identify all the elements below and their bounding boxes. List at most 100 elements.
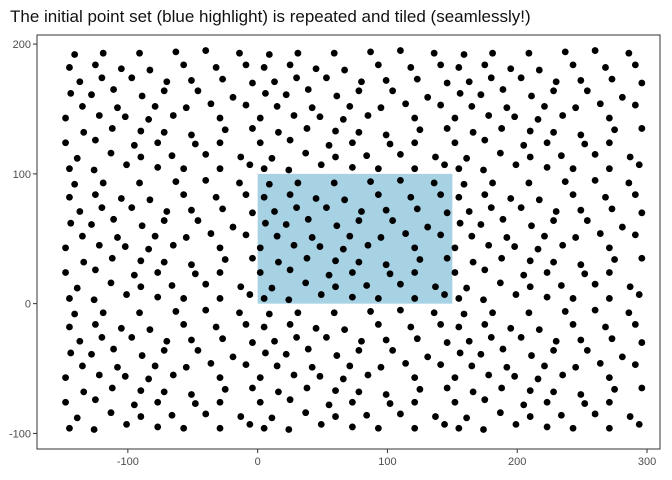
data-point	[602, 323, 609, 331]
data-point	[137, 153, 145, 161]
data-point	[550, 128, 557, 136]
data-point	[169, 371, 177, 379]
data-point	[437, 361, 445, 369]
data-point	[62, 114, 69, 122]
data-point	[468, 362, 476, 370]
data-point	[62, 374, 69, 382]
data-point	[397, 150, 404, 158]
data-point	[160, 346, 168, 354]
data-point	[572, 363, 580, 371]
data-point	[480, 426, 487, 433]
data-point	[543, 398, 551, 406]
data-point	[605, 269, 613, 276]
data-point	[216, 424, 224, 432]
data-point	[481, 61, 489, 69]
data-point	[317, 420, 325, 428]
data-point	[121, 243, 129, 250]
data-point	[348, 293, 356, 301]
data-point	[635, 420, 643, 428]
data-point	[437, 61, 445, 69]
data-point	[256, 139, 264, 147]
data-point	[246, 291, 254, 298]
data-point	[194, 87, 202, 95]
data-point	[618, 353, 626, 361]
data-point	[363, 282, 371, 289]
data-point	[550, 217, 557, 224]
data-point	[114, 104, 121, 112]
data-point	[180, 295, 188, 302]
data-point	[535, 326, 543, 334]
data-point	[635, 161, 643, 169]
data-point	[302, 149, 310, 157]
data-point	[348, 269, 356, 276]
data-point	[534, 115, 542, 123]
data-point	[451, 374, 459, 382]
data-point	[76, 208, 84, 215]
data-point	[317, 161, 325, 169]
data-point	[512, 420, 520, 428]
data-point	[534, 245, 542, 253]
data-point	[469, 388, 477, 396]
data-point	[160, 87, 168, 95]
data-point	[374, 61, 382, 69]
data-point	[481, 266, 489, 274]
data-point	[212, 323, 220, 331]
data-point	[154, 163, 162, 171]
data-point	[432, 283, 439, 291]
data-point	[498, 125, 506, 132]
data-point	[543, 139, 551, 147]
data-point	[499, 345, 507, 353]
data-point	[188, 261, 195, 269]
data-point	[73, 284, 81, 292]
data-point	[285, 296, 293, 304]
data-point	[160, 128, 168, 136]
data-point	[541, 362, 548, 370]
data-point	[62, 244, 69, 252]
data-point	[416, 385, 424, 393]
data-point	[503, 104, 511, 112]
data-point	[95, 371, 103, 379]
data-point	[430, 179, 438, 187]
data-point	[108, 254, 116, 262]
data-point	[212, 64, 220, 71]
data-point	[229, 223, 237, 231]
data-point	[526, 387, 534, 394]
data-point	[605, 295, 613, 302]
data-point	[249, 254, 256, 262]
data-point	[577, 391, 585, 398]
data-point	[626, 283, 634, 291]
data-point	[249, 125, 256, 132]
data-point	[397, 176, 404, 184]
data-point	[302, 279, 310, 287]
data-point	[332, 127, 339, 135]
data-point	[355, 87, 363, 95]
data-point	[130, 401, 138, 409]
data-point	[468, 102, 476, 110]
data-point	[569, 61, 577, 69]
data-point	[355, 217, 363, 224]
data-point	[136, 309, 143, 317]
data-point	[188, 206, 195, 214]
data-point	[219, 205, 227, 213]
data-point	[386, 400, 394, 407]
data-point	[154, 293, 162, 301]
data-point	[463, 154, 471, 162]
data-point	[146, 196, 154, 204]
data-point	[481, 136, 489, 144]
data-point	[526, 283, 534, 291]
data-point	[212, 193, 220, 201]
data-point	[374, 321, 382, 328]
data-point	[443, 79, 451, 87]
data-point	[526, 413, 534, 420]
data-point	[411, 269, 419, 276]
chart-title: The initial point set (blue highlight) i…	[10, 7, 531, 26]
data-point	[136, 179, 143, 187]
data-point	[631, 361, 639, 369]
data-point	[67, 90, 75, 97]
data-point	[463, 414, 471, 422]
data-point	[137, 127, 145, 135]
data-point	[441, 291, 448, 298]
data-point	[207, 100, 215, 108]
data-point	[455, 323, 463, 331]
data-point	[180, 321, 188, 328]
